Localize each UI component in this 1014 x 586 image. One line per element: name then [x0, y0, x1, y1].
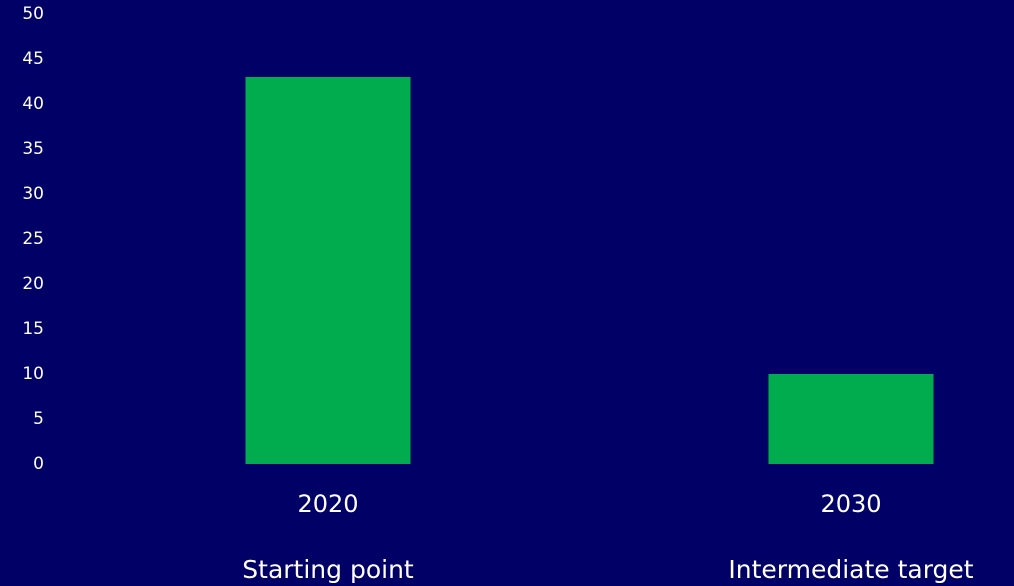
x-category-label: 2020	[297, 490, 358, 518]
y-tick-label: 15	[22, 319, 44, 339]
y-tick-label: 5	[33, 409, 44, 429]
y-tick-label: 40	[22, 94, 44, 114]
y-tick-label: 0	[33, 454, 44, 474]
y-axis: 0 5 10 15 20 25 30 35 40 45 50	[22, 4, 44, 474]
bars	[245, 77, 934, 464]
y-tick-label: 45	[22, 49, 44, 69]
y-tick-label: 30	[22, 184, 44, 204]
y-tick-label: 20	[22, 274, 44, 294]
x-category-label: 2030	[820, 490, 881, 518]
x-category-sublabel: Intermediate target	[728, 555, 973, 584]
x-category-sublabel: Starting point	[242, 555, 414, 584]
y-tick-label: 25	[22, 229, 44, 249]
y-tick-label: 50	[22, 4, 44, 24]
x-axis: 2020 Starting point 2030 Intermediate targe…	[242, 490, 974, 584]
y-tick-label: 10	[22, 364, 44, 384]
bar-2030	[768, 374, 934, 464]
y-tick-label: 35	[22, 139, 44, 159]
bar-2020	[245, 77, 411, 464]
